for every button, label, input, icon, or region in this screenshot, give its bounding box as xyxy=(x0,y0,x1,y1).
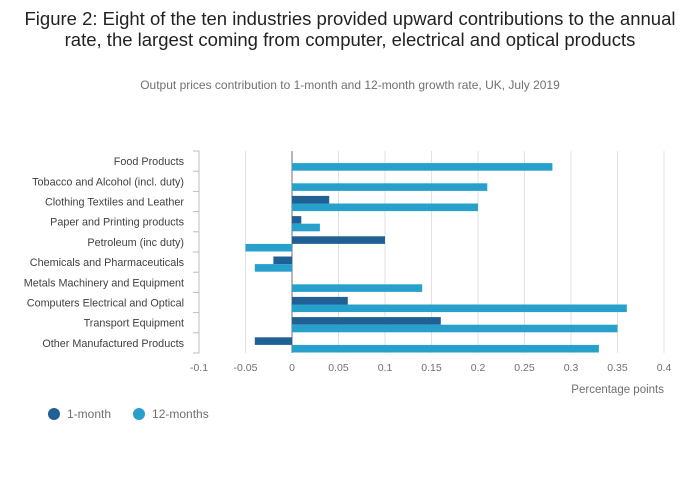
chart-subtitle: Output prices contribution to 1-month an… xyxy=(140,78,560,92)
bars xyxy=(245,155,627,353)
x-tick-label: 0 xyxy=(289,362,295,374)
bar-12-months[interactable] xyxy=(292,324,618,333)
category-label: Chemicals and Pharmaceuticals xyxy=(30,257,185,269)
bar-12-months[interactable] xyxy=(245,243,293,252)
category-labels: Food Products Tobacco and Alcohol (incl. … xyxy=(24,156,185,350)
bar-12-months[interactable] xyxy=(292,284,423,292)
x-tick-labels: -0.1 -0.05 0 0.05 0.1 0.15 0.2 0.25 0.3 0.35 0.4 xyxy=(190,362,671,374)
x-tick-label: -0.1 xyxy=(190,362,208,374)
legend-label-12-months: 12-months xyxy=(152,407,209,421)
legend: 1-month 12-months xyxy=(48,407,231,421)
bar-12-months[interactable] xyxy=(292,223,320,232)
category-label: Transport Equipment xyxy=(84,318,184,330)
bar-1-month[interactable] xyxy=(254,337,292,345)
bar-1-month[interactable] xyxy=(292,216,302,224)
category-label: Paper and Printing products xyxy=(50,217,184,229)
legend-marker-12-months xyxy=(133,408,146,420)
x-tick-label: -0.05 xyxy=(234,362,258,374)
category-label: Food Products xyxy=(114,156,185,168)
x-tick-label: 0.05 xyxy=(328,362,349,374)
category-label: Other Manufactured Products xyxy=(42,338,184,350)
category-label: Petroleum (inc duty) xyxy=(87,237,184,249)
legend-marker-1-month xyxy=(48,408,60,420)
bar-12-months[interactable] xyxy=(254,264,292,272)
category-label: Metals Machinery and Equipment xyxy=(24,277,184,289)
bar-12-months[interactable] xyxy=(292,163,553,171)
bar-chart: Food Products Tobacco and Alcohol (incl. … xyxy=(24,150,671,396)
legend-item-1-month[interactable]: 1-month xyxy=(48,407,111,421)
chart-title: Figure 2: Eight of the ten industries pr… xyxy=(24,8,676,50)
x-tick-label: 0.2 xyxy=(471,362,486,374)
bar-1-month[interactable] xyxy=(292,236,385,244)
x-axis-title: Percentage points xyxy=(571,384,664,396)
bar-1-month[interactable] xyxy=(292,317,441,325)
bar-12-months[interactable] xyxy=(292,304,627,313)
x-tick-label: 0.15 xyxy=(421,362,442,374)
legend-item-12-months[interactable]: 12-months xyxy=(133,407,209,421)
x-tick-label: 0.1 xyxy=(378,362,393,374)
bar-12-months[interactable] xyxy=(292,344,599,353)
bar-12-months[interactable] xyxy=(292,203,478,212)
x-tick-label: 0.3 xyxy=(564,362,579,374)
category-label: Clothing Textiles and Leather xyxy=(45,197,184,209)
category-label: Tobacco and Alcohol (incl. duty) xyxy=(32,176,184,188)
bar-12-months[interactable] xyxy=(292,183,488,191)
x-tick-label: 0.35 xyxy=(607,362,628,374)
legend-label-1-month: 1-month xyxy=(67,407,112,421)
bar-1-month[interactable] xyxy=(292,195,330,204)
x-tick-label: 0.25 xyxy=(514,362,535,374)
x-tick-label: 0.4 xyxy=(657,362,672,374)
bar-1-month[interactable] xyxy=(273,256,292,265)
bar-1-month[interactable] xyxy=(292,296,348,305)
category-label: Computers Electrical and Optical xyxy=(27,298,184,310)
